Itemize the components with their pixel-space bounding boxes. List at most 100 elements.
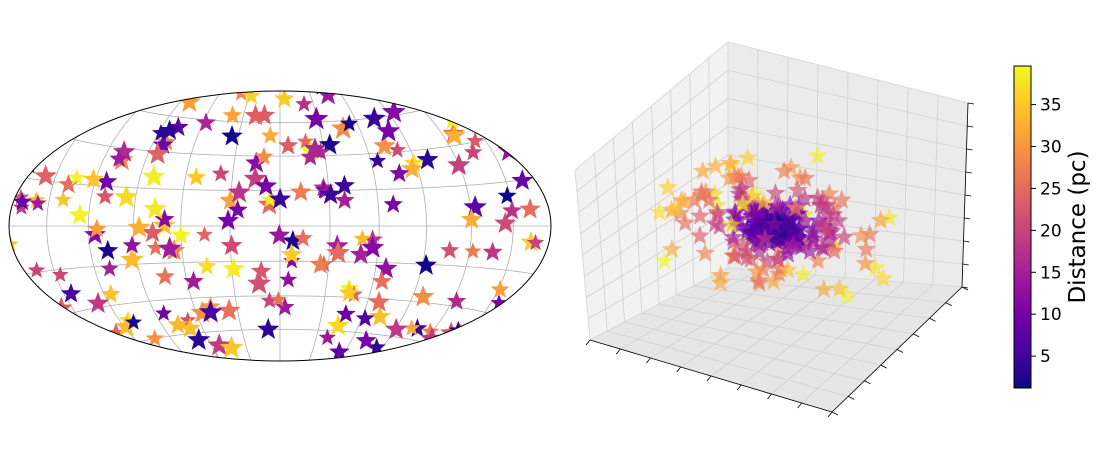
scatter-3d-star-point — [692, 160, 713, 180]
sky-star-point — [355, 329, 377, 350]
z-axis-tick — [967, 102, 975, 105]
sky-star-point — [268, 223, 291, 245]
sky-star-point — [416, 148, 439, 170]
sky-star-point — [373, 134, 396, 156]
sky-star-point — [228, 358, 248, 361]
scatter-3d-star-point — [765, 195, 786, 215]
sky-star-point — [316, 91, 340, 105]
x-axis-tick — [827, 411, 833, 418]
sky-star-point — [179, 367, 197, 384]
sky-star-point — [219, 335, 244, 359]
sky-star-point — [245, 151, 268, 173]
sky-star-point — [147, 91, 165, 105]
scatter-3d-star-point — [654, 250, 675, 270]
sky-star-point — [136, 352, 156, 361]
scatter-3d-star-point — [803, 228, 824, 248]
sky-star-point — [50, 111, 70, 130]
sky-star-point — [326, 240, 350, 264]
sky-star-point — [12, 191, 32, 211]
colorbar-tick-label: 25 — [1040, 179, 1062, 199]
sky-star-point — [224, 392, 241, 408]
sky-star-point — [217, 209, 239, 231]
cube-gridline — [576, 69, 729, 192]
cube-gridline — [580, 126, 729, 235]
scatter-3d-star-point — [787, 179, 808, 199]
parallel-line — [210, 390, 350, 410]
scatter-3d-star-point — [760, 225, 781, 245]
sky-star-point — [145, 328, 164, 347]
scatter-3d-star-point — [774, 160, 795, 180]
scatter-3d-star-point — [732, 178, 753, 198]
sky-star-point — [228, 369, 251, 391]
scatter-3d-star-point — [719, 167, 740, 187]
sky-star-point — [120, 247, 144, 270]
sky-star-point — [435, 336, 457, 357]
sky-star-point — [446, 291, 467, 310]
sky-star-point — [254, 174, 278, 196]
scatter-3d-star-point — [819, 230, 840, 250]
sky-star-point — [155, 266, 175, 286]
x-axis-tick — [797, 402, 803, 409]
sky-star-point — [219, 189, 242, 210]
sky-star-point — [333, 174, 355, 195]
sky-star-point — [403, 319, 421, 336]
cube-gridline — [903, 87, 909, 283]
sky-star-point — [68, 203, 91, 225]
scatter-3d-star-point — [748, 270, 769, 290]
sky-star-point — [220, 234, 243, 256]
scatter-3d-star-point — [675, 212, 696, 232]
sky-star-point — [282, 385, 302, 404]
z-axis-tick — [964, 217, 971, 220]
scatter-3d-star-point — [670, 203, 691, 222]
sky-star-point — [463, 332, 485, 352]
scatter-3d-star-point — [851, 225, 872, 245]
scatter-3d-star-point — [803, 218, 824, 238]
sky-star-point — [462, 98, 484, 119]
sky-star-point — [86, 291, 110, 313]
sky-star-point — [463, 142, 483, 161]
sky-star-point — [258, 396, 276, 413]
sky-star-point — [187, 328, 211, 350]
sky-star-point — [383, 194, 403, 213]
sky-star-point — [463, 194, 487, 218]
scatter-3d-star-point — [812, 237, 833, 257]
parallel-line — [18, 260, 542, 276]
sky-star-point — [186, 57, 206, 76]
sky-star-point — [152, 134, 174, 154]
scatter-3d-star-point — [743, 221, 764, 241]
sky-star-point — [227, 199, 248, 219]
scatter-3d-star-point — [831, 189, 852, 209]
sky-star-point — [326, 314, 350, 336]
sky-star-point — [407, 374, 427, 393]
sky-star-point — [407, 347, 429, 361]
scatter-3d-star-point — [720, 152, 741, 172]
scatter-3d-star-point — [691, 181, 712, 201]
scatter-3d-star-point — [757, 251, 778, 271]
sky-star-point — [318, 133, 341, 155]
x-axis-tick — [706, 375, 712, 382]
scatter-3d-star-point — [753, 191, 774, 211]
sky-star-point — [303, 137, 327, 159]
sky-star-point — [156, 132, 177, 151]
sky-star-point — [474, 316, 497, 338]
sky-star-point — [258, 401, 277, 419]
sky-star-point — [511, 169, 534, 190]
sky-star-point — [95, 186, 115, 205]
sky-star-point — [186, 167, 206, 186]
sky-star-point — [222, 105, 243, 124]
sky-star-point — [198, 299, 223, 323]
sky-star-point — [111, 91, 136, 106]
sky-star-point — [368, 290, 390, 312]
x-axis-tick — [767, 393, 772, 400]
x-axis-tick — [585, 339, 591, 346]
cube-gridline — [689, 73, 694, 287]
scatter-3d-star-point — [661, 239, 682, 259]
sky-star-point — [304, 407, 321, 423]
sky-star-point — [353, 229, 372, 247]
sky-star-point — [153, 213, 176, 236]
scatter-3d-star-point — [754, 218, 775, 238]
sky-star-point — [20, 279, 40, 298]
scatter-3d-star-point — [776, 215, 797, 235]
cube-gridline — [578, 98, 729, 213]
